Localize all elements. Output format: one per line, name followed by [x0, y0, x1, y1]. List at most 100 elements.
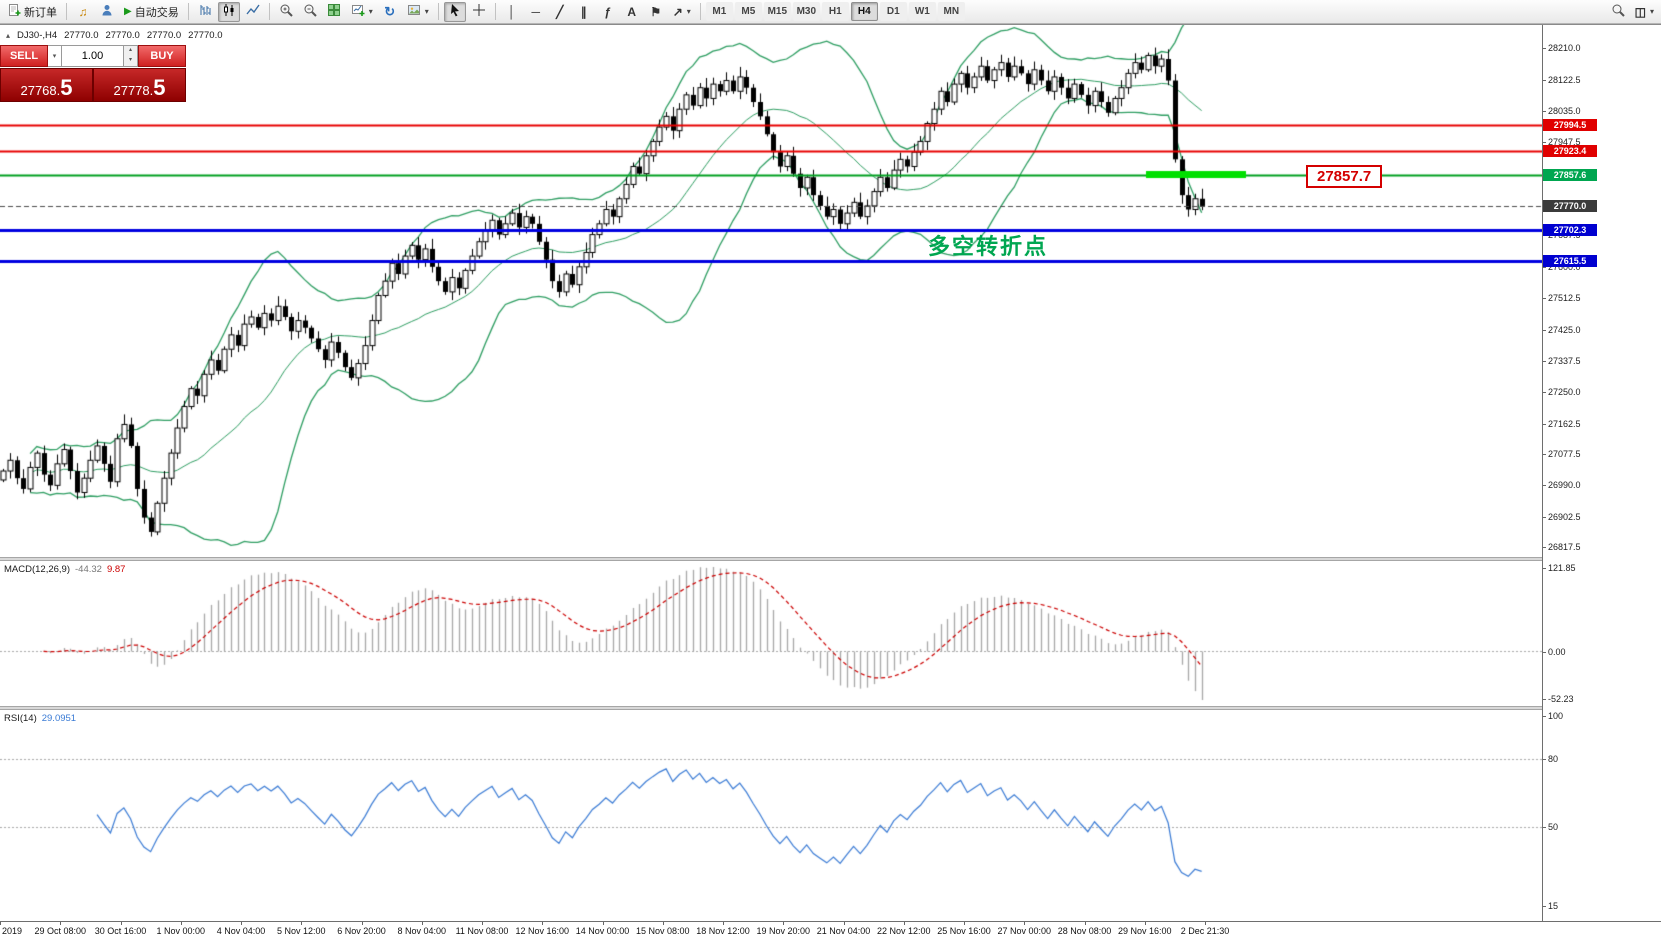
price-axis-label: 27077.5 [1543, 449, 1581, 459]
line-chart-mode-button[interactable] [242, 2, 264, 22]
tile-windows-button[interactable] [323, 2, 345, 22]
price-axis-label: 27425.0 [1543, 324, 1581, 335]
time-axis-label: 8 Oct 2019 [0, 926, 23, 936]
rsi-axis-label: 50 [1542, 821, 1559, 832]
time-axis-tick [542, 922, 543, 925]
zoom-in-button[interactable] [275, 2, 297, 22]
auto-trading-button[interactable]: ▶ 自动交易 [120, 2, 183, 22]
chart-window: ▴ DJ30-,H4 27770.0 27770.0 27770.0 27770… [0, 24, 1661, 950]
panel-divider-rsi[interactable] [0, 706, 1661, 710]
rsi-value: 29.0951 [41, 713, 77, 724]
line-chart-icon [246, 3, 260, 20]
label-tool-button[interactable]: ⚑ [645, 2, 667, 22]
volume-increase-button[interactable]: ▴ [128, 47, 132, 53]
timeframe-button-m1[interactable]: M1 [705, 2, 733, 21]
time-axis-tick [0, 922, 1, 925]
time-axis-tick [663, 922, 664, 925]
new-chart-button[interactable]: ▾ [347, 2, 377, 22]
search-icon [1611, 3, 1625, 20]
price-axis-label: 26817.5 [1543, 542, 1581, 553]
time-axis-label: 6 Nov 20:00 [337, 926, 386, 936]
macd-signal-value: 9.87 [106, 564, 126, 575]
macd-label: MACD(12,26,9) -44.32 9.87 [4, 564, 125, 575]
horizontal-line-tool-button[interactable]: ─ [525, 2, 547, 22]
timeframe-button-d1[interactable]: D1 [879, 2, 907, 21]
timeframe-button-m15[interactable]: M15 [763, 2, 791, 21]
price-level-tag: 27923.4 [1543, 144, 1597, 157]
zoom-out-button[interactable] [299, 2, 321, 22]
refresh-button[interactable]: ↻ [379, 2, 401, 22]
template-image-icon [407, 3, 421, 20]
time-axis-tick [723, 922, 724, 925]
time-axis-label: 21 Nov 04:00 [816, 926, 871, 936]
chart-annotation-text[interactable]: 多空转折点 [928, 234, 1049, 259]
buy-price-base: 27778. [113, 83, 154, 98]
time-axis-label: 30 Oct 16:00 [94, 926, 147, 936]
bar-chart-mode-button[interactable] [194, 2, 216, 22]
price-axis-label: 28035.0 [1543, 105, 1581, 116]
community-button[interactable] [96, 2, 118, 22]
timeframe-button-h4[interactable]: H4 [850, 2, 878, 21]
macd-panel-canvas[interactable] [0, 561, 1542, 706]
price-level-tag: 27857.6 [1543, 168, 1597, 181]
fibonacci-tool-button[interactable]: ƒ [597, 2, 619, 22]
rsi-axis-label: 80 [1542, 754, 1559, 765]
time-axis-tick [362, 922, 363, 925]
tile-windows-icon [327, 3, 341, 20]
panel-divider-macd[interactable] [0, 557, 1661, 561]
profile-icon [100, 3, 114, 20]
search-button[interactable] [1607, 2, 1629, 22]
price-level-tag: 27770.0 [1543, 199, 1597, 212]
buy-button[interactable]: BUY [138, 45, 186, 67]
text-tool-button[interactable]: A [621, 2, 643, 22]
alerts-button[interactable]: ♫ [72, 2, 94, 22]
cursor-icon [448, 3, 462, 20]
timeframe-button-m30[interactable]: M30 [792, 2, 820, 21]
price-axis[interactable]: 28210.028122.528035.027947.527860.027772… [1542, 25, 1661, 921]
rsi-panel-canvas[interactable] [0, 710, 1542, 921]
timeframe-button-mn[interactable]: MN [937, 2, 965, 21]
time-axis-label: 11 Nov 08:00 [455, 926, 509, 936]
close-value: 27770.0 [188, 30, 223, 41]
candlestick-mode-button[interactable] [217, 1, 240, 22]
dropdown-icon: ▾ [424, 7, 429, 16]
collapse-icon[interactable]: ▴ [6, 31, 11, 40]
volume-dropdown-button[interactable]: ▾ [48, 45, 62, 67]
dropdown-icon: ▾ [1649, 7, 1654, 16]
volume-decrease-button[interactable]: ▾ [128, 57, 132, 63]
vertical-line-tool-button[interactable]: │ [501, 2, 523, 22]
trendline-tool-button[interactable]: ╱ [549, 2, 571, 22]
time-axis-tick [301, 922, 302, 925]
timeframe-button-w1[interactable]: W1 [908, 2, 936, 21]
price-axis-label: 27337.5 [1543, 355, 1581, 366]
time-axis-label: 28 Nov 08:00 [1057, 926, 1112, 936]
panels-menu-button[interactable]: ◫ ▾ [1631, 2, 1658, 22]
timeframe-button-h1[interactable]: H1 [821, 2, 849, 21]
one-click-trading-panel: SELL ▾ ▴ ▾ BUY 27768.5 27778.5 [0, 45, 186, 102]
zoom-in-icon [279, 3, 293, 20]
time-axis-label: 29 Oct 08:00 [34, 926, 87, 936]
sell-price-display[interactable]: 27768. 5 [0, 68, 93, 102]
price-callout-label[interactable]: 27857.7 [1306, 165, 1383, 188]
arrows-menu-button[interactable]: ↗ ▾ [669, 2, 695, 22]
templates-button[interactable]: ▾ [403, 2, 433, 22]
main-chart-canvas[interactable] [0, 25, 1542, 557]
volume-input[interactable] [62, 45, 124, 67]
price-level-tag: 27994.5 [1543, 119, 1597, 132]
crosshair-button[interactable] [468, 2, 490, 22]
buy-price-display[interactable]: 27778. 5 [93, 68, 186, 102]
time-axis-label: 18 Nov 12:00 [696, 926, 750, 936]
sell-button[interactable]: SELL [0, 45, 48, 67]
channel-tool-button[interactable]: ∥ [573, 2, 595, 22]
time-axis-label: 2 Dec 21:30 [1180, 926, 1230, 936]
price-axis-label: 27947.5 [1543, 137, 1581, 148]
crosshair-icon [472, 3, 486, 20]
timeframe-button-m5[interactable]: M5 [734, 2, 762, 21]
time-axis[interactable]: 8 Oct 2019 29 Oct 08:00 30 Oct 16:00 1 Nov … [0, 921, 1661, 950]
refresh-icon: ↻ [384, 3, 396, 19]
new-order-button[interactable]: 新订单 [3, 2, 61, 22]
cursor-button[interactable] [443, 1, 466, 22]
time-axis-tick [1024, 922, 1025, 925]
sell-price-base: 27768. [20, 83, 61, 98]
time-axis-label: 22 Nov 12:00 [876, 926, 931, 936]
